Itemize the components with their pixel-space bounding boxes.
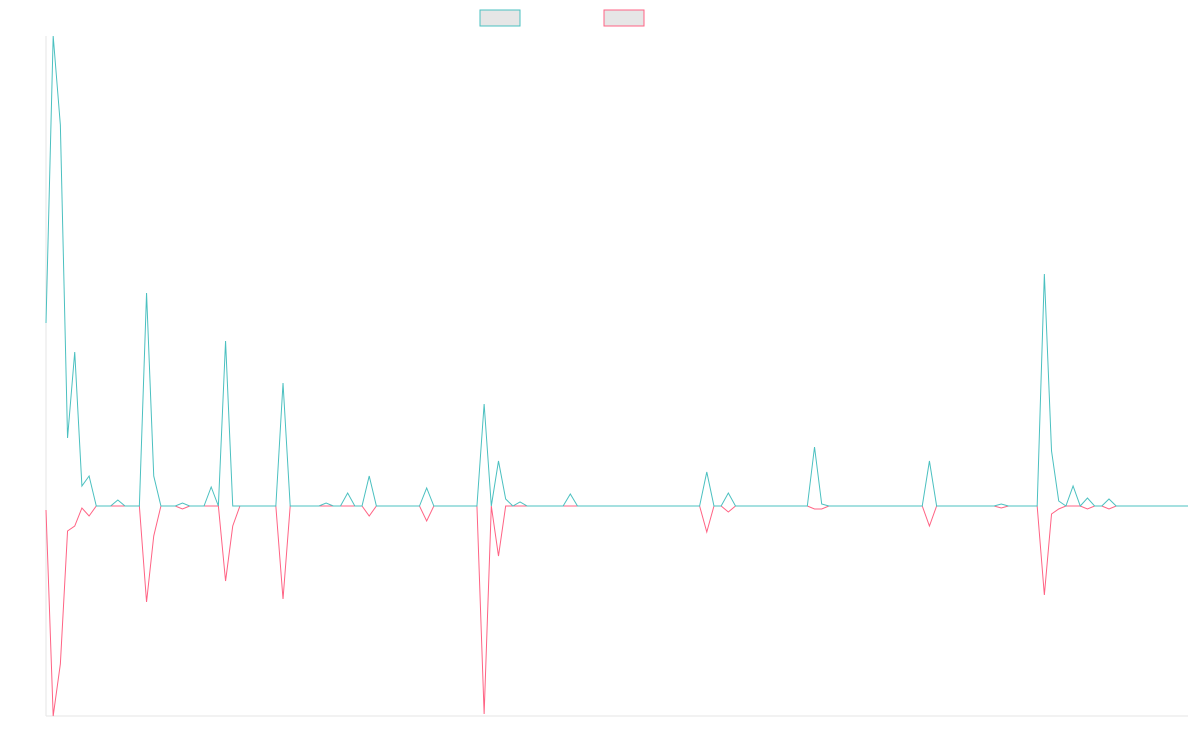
- legend-swatch: [479, 9, 521, 27]
- series-line: [45, 505, 1188, 717]
- series-line: [45, 35, 1188, 507]
- legend-swatch: [603, 9, 645, 27]
